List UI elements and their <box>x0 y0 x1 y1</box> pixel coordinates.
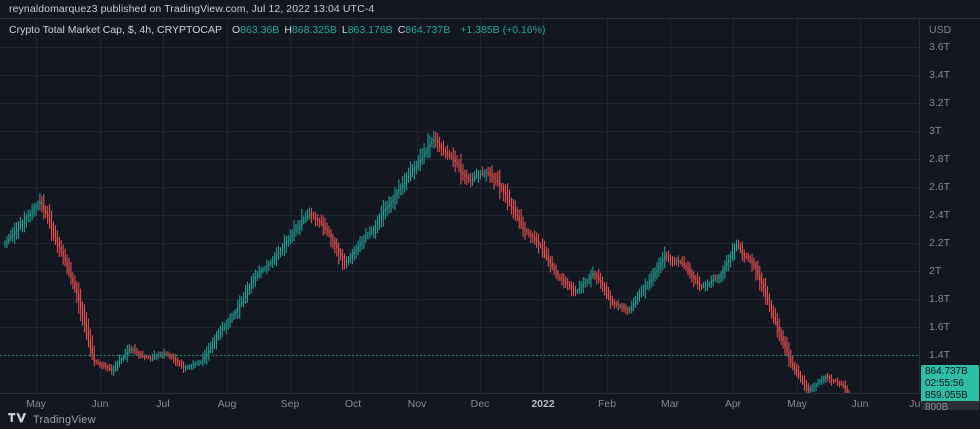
time-tick-label: Dec <box>470 398 490 410</box>
time-tick-label: Jun <box>851 398 869 410</box>
chart-plot-area[interactable]: Crypto Total Market Cap, $, 4h, CRYPTOCA… <box>0 19 920 393</box>
attribution-bar: reynaldomarquez3 published on TradingVie… <box>0 0 980 18</box>
price-tick-label: 1.6T <box>929 321 951 333</box>
time-tick-label: Feb <box>597 398 617 410</box>
legend-low-value: 863.176B <box>347 24 393 36</box>
tradingview-logo-text: TradingView <box>33 413 96 426</box>
time-axis[interactable]: May Jun Jul Aug Sep Oct Nov Dec 2022 Feb… <box>0 393 980 411</box>
gridline-vertical <box>480 19 481 393</box>
gridline-horizontal <box>0 131 919 132</box>
time-tick-label: May <box>787 398 807 410</box>
gridline-vertical <box>100 19 101 393</box>
price-tick-label: 1.8T <box>929 293 951 305</box>
chart-frame: Crypto Total Market Cap, $, 4h, CRYPTOCA… <box>0 18 980 415</box>
gridline-horizontal <box>0 103 919 104</box>
price-tick-label: 2.4T <box>929 209 951 221</box>
time-tick-label: Sep <box>280 398 300 410</box>
time-tick-label: Mar <box>660 398 680 410</box>
last-price-badge[interactable]: 864.737B <box>921 365 979 379</box>
gridline-horizontal <box>0 299 919 300</box>
legend-low-key: L <box>341 24 348 36</box>
legend-open-value: 863.36B <box>240 24 280 36</box>
price-tick-label: 3T <box>929 125 942 137</box>
countdown-badge[interactable]: 02:55:56 <box>921 377 979 391</box>
time-tick-label: May <box>26 398 46 410</box>
gridline-horizontal <box>0 243 919 244</box>
time-tick-label: Apr <box>724 398 742 410</box>
legend-close-value: 864.737B <box>405 24 451 36</box>
gridline-vertical <box>733 19 734 393</box>
price-tick-label: 2.2T <box>929 237 951 249</box>
gridline-horizontal <box>0 215 919 216</box>
gridline-vertical <box>353 19 354 393</box>
gridline-vertical <box>543 19 544 393</box>
legend-open-key: O <box>232 24 241 36</box>
secondary-price-badge[interactable]: 859.055B <box>921 389 979 403</box>
price-tick-label: 2.6T <box>929 181 951 193</box>
time-tick-label: Oct <box>344 398 362 410</box>
gridline-horizontal <box>0 327 919 328</box>
chart-legend: Crypto Total Market Cap, $, 4h, CRYPTOCA… <box>9 24 545 37</box>
gridline-vertical <box>607 19 608 393</box>
legend-high-value: 868.325B <box>291 24 337 36</box>
time-tick-label-year: 2022 <box>531 398 555 410</box>
price-axis[interactable]: USD 3.6T 3.4T 3.2T 3T 2.8T 2.6T 2.4T 2.2… <box>920 19 980 393</box>
legend-symbol[interactable]: Crypto Total Market Cap, $, 4h, CRYPTOCA… <box>9 24 223 36</box>
gridline-vertical <box>797 19 798 393</box>
price-tick-label: 3.6T <box>929 41 951 53</box>
legend-high-key: H <box>284 24 292 36</box>
tradingview-logo[interactable]: TradingView <box>8 412 96 427</box>
time-tick-label: Jul <box>909 398 923 410</box>
legend-close-key: C <box>397 24 406 36</box>
gridline-vertical <box>227 19 228 393</box>
gridline-vertical <box>417 19 418 393</box>
time-tick-label: Jul <box>156 398 170 410</box>
time-tick-label: Aug <box>217 398 237 410</box>
gridline-horizontal <box>0 75 919 76</box>
time-tick-label: Nov <box>407 398 427 410</box>
legend-change-value: +1.385B (+0.16%) <box>460 24 546 36</box>
last-price-level-line <box>0 355 919 356</box>
candlestick-series <box>4 130 850 393</box>
gridline-horizontal <box>0 47 919 48</box>
price-tick-label: 1.4T <box>929 349 951 361</box>
gridline-vertical <box>860 19 861 393</box>
price-tick-label: 3.2T <box>929 97 951 109</box>
price-tick-label: 3.4T <box>929 69 951 81</box>
attribution-text: reynaldomarquez3 published on TradingVie… <box>9 3 375 15</box>
tradingview-mark-icon <box>8 412 28 427</box>
gridline-vertical <box>290 19 291 393</box>
gridline-horizontal <box>0 187 919 188</box>
gridline-vertical <box>670 19 671 393</box>
price-axis-unit: USD <box>929 24 952 36</box>
gridline-horizontal <box>0 271 919 272</box>
bottom-strip <box>0 410 980 429</box>
time-tick-label: Jun <box>91 398 109 410</box>
price-tick-label: 2T <box>929 265 942 277</box>
gridline-vertical <box>163 19 164 393</box>
price-tick-label: 2.8T <box>929 153 951 165</box>
